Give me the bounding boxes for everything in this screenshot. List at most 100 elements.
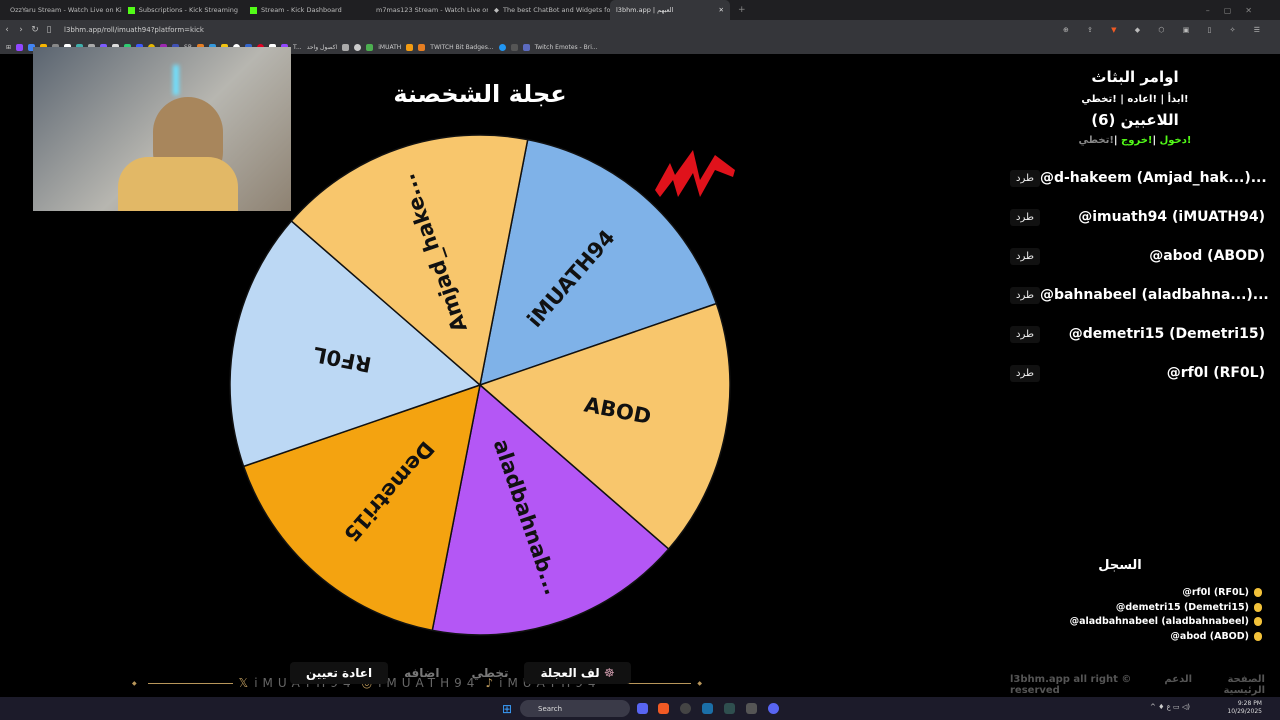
kick-player-button[interactable]: طرد — [1010, 286, 1040, 304]
player-name: @d-hakeem (Amjad_hak...)... — [1039, 170, 1267, 186]
bookmark-icon[interactable] — [406, 43, 414, 51]
dot: ◆ — [132, 679, 142, 687]
apps-icon[interactable]: ⊞ — [6, 43, 12, 51]
player-name: @bahnabeel (aladbahna...)... — [1039, 287, 1269, 303]
kick-icon — [250, 6, 257, 14]
taskbar-search[interactable]: Search — [520, 700, 630, 717]
wheel-icon: ☸ — [603, 666, 615, 680]
reset-button[interactable]: اعادة تعيين — [290, 662, 389, 684]
obs-icon[interactable] — [680, 703, 691, 714]
join-command: !دخول — [1159, 135, 1192, 146]
tray-icons[interactable]: ^ ♦ ع ▭ ◁) — [1150, 703, 1190, 711]
spin-label: لف العجلة — [540, 666, 600, 680]
wave-icon — [1254, 631, 1262, 641]
add-button[interactable]: اضافه — [404, 666, 440, 680]
player-name: @abod (ABOD) — [1149, 248, 1265, 264]
tab-label: The best ChatBot and Widgets for Kick — [503, 6, 610, 14]
bookmark-icon[interactable] — [510, 43, 518, 51]
skip-button[interactable]: تخطي — [471, 666, 509, 680]
tab-l3bhm[interactable]: l3bhm.app | العبهم ✕ — [610, 0, 730, 20]
brave-icon[interactable] — [658, 703, 669, 714]
kick-player-button[interactable]: طرد — [1010, 364, 1040, 382]
tab-label: Subscriptions - Kick Streaming — [138, 6, 238, 14]
pointer-arrow-icon — [655, 150, 735, 197]
tab-bar: OzzYaru Stream - Watch Live on Kick Subs… — [0, 0, 1280, 20]
watermark-text: iMUATH94 — [378, 676, 480, 690]
bookmark-arabic[interactable]: اكصول واحد — [306, 43, 338, 51]
bookmark-icon[interactable] — [354, 43, 362, 51]
bookmark-t[interactable]: T... — [293, 43, 302, 51]
forward-icon[interactable]: › — [19, 25, 23, 35]
players-title: اللاعبين (6) — [1091, 111, 1179, 129]
player-commands: !دخول |!خروج |!تخطي — [1078, 135, 1192, 146]
player-row: طرد @bahnabeel (aladbahna...)... — [1010, 283, 1269, 307]
discord-icon[interactable] — [768, 703, 779, 714]
webcam-overlay — [33, 47, 291, 211]
bookmark-icon[interactable] — [366, 43, 374, 51]
close-icon[interactable]: ✕ — [718, 6, 724, 14]
kick-player-button[interactable]: طرد — [1010, 325, 1040, 343]
bookmark-icon[interactable] — [522, 43, 530, 51]
player-row: طرد @demetri15 (Demetri15) — [1010, 322, 1265, 346]
controls: ☸ لف العجلة تخطي اضافه اعادة تعيين — [290, 662, 631, 684]
window-controls[interactable]: –▢✕ — [1205, 5, 1266, 15]
log-text: @demetri15 (Demetri15) — [1115, 601, 1249, 613]
wheel-segment — [431, 383, 670, 636]
tab-label: m7mas123 Stream - Watch Live on Kick — [376, 6, 488, 14]
tab-label: l3bhm.app | العبهم — [616, 6, 674, 14]
log-item: @demetri15 (Demetri15) — [1000, 602, 1262, 613]
tab-subscriptions[interactable]: Subscriptions - Kick Streaming — [122, 0, 244, 20]
bookmark-icon[interactable] — [342, 43, 350, 51]
log-item: @rf0l (RF0L) — [1000, 587, 1262, 598]
search-label: Search — [538, 704, 563, 713]
url-field[interactable]: l3bhm.app/roll/imuath94?platform=kick — [64, 26, 204, 34]
app-icon[interactable] — [637, 703, 648, 714]
reload-icon[interactable]: ↻ — [31, 25, 39, 35]
windows-start-icon[interactable]: ⊞ — [502, 702, 513, 716]
tab-chatbot[interactable]: ◆ The best ChatBot and Widgets for Kick — [488, 0, 610, 20]
back-icon[interactable]: ‹ — [5, 25, 9, 35]
log-item: @abod (ABOD) — [1000, 631, 1262, 642]
player-name: @rf0l (RF0L) — [1166, 365, 1265, 381]
kick-player-button[interactable]: طرد — [1010, 169, 1040, 187]
clock[interactable]: 9:28 PM 10/29/2025 — [1227, 700, 1262, 716]
side-panel: اوامر البثاث !ابدأ | !اعاده | !تخطي اللا… — [1000, 68, 1270, 146]
streamer-commands: !ابدأ | !اعاده | !تخطي — [1081, 94, 1189, 105]
x-icon: 𝕏 — [238, 676, 249, 690]
divider — [606, 682, 692, 684]
wave-icon — [1254, 588, 1262, 597]
steam-icon[interactable] — [702, 703, 713, 714]
tab-dashboard[interactable]: Stream - Kick Dashboard — [244, 0, 366, 20]
wheel[interactable]: iMUATH94ABODaladbahnab...Demetri15RF0LAm… — [220, 125, 740, 645]
new-tab-icon[interactable]: + — [738, 5, 746, 15]
kick-player-button[interactable]: طرد — [1010, 208, 1040, 226]
wave-icon — [1254, 602, 1262, 612]
player-name: @imuath94 (iMUATH94) — [1078, 209, 1265, 225]
toolbar-icons[interactable]: ⊕ ⇪ ▼ ◆ ⬡ ▣ ▯ ✧ ☰ — [1062, 26, 1268, 34]
bookmark-imuath[interactable]: iMUATH — [378, 43, 402, 51]
twitch-bookmark-icon[interactable] — [16, 43, 24, 51]
player-name: @demetri15 (Demetri15) — [1068, 326, 1265, 342]
app-icon[interactable] — [724, 703, 735, 714]
tab-m7mas[interactable]: m7mas123 Stream - Watch Live on Kick — [366, 0, 488, 20]
kick-player-button[interactable]: طرد — [1010, 247, 1040, 265]
bookmark-icon[interactable] — [418, 43, 426, 51]
footer: الصفحة الرئيسية الدعم l3bhm.app all righ… — [1010, 674, 1265, 696]
spin-button[interactable]: ☸ لف العجلة — [524, 662, 631, 684]
skip-command: !تخطي — [1078, 135, 1114, 146]
player-row: طرد @d-hakeem (Amjad_hak...)... — [1010, 166, 1267, 190]
footer-copyright: l3bhm.app all right © reserved — [1010, 674, 1132, 696]
bookmark-icon[interactable] — [498, 43, 506, 51]
bookmark-twitch-bit-badges[interactable]: TWITCH Bit Badges... — [430, 43, 494, 51]
footer-home-link[interactable]: الصفحة الرئيسية — [1223, 674, 1265, 696]
bookmark-icon[interactable]: ▯ — [46, 25, 52, 35]
google-bookmark-icon[interactable] — [28, 43, 36, 51]
log-text: @abod (ABOD) — [1170, 630, 1249, 642]
brave-icon[interactable]: ▼ — [1111, 26, 1125, 34]
bookmark-twitch-emotes[interactable]: Twitch Emotes - Bri... — [534, 43, 598, 51]
footer-support-link[interactable]: الدعم — [1164, 674, 1193, 685]
player-row: طرد @imuath94 (iMUATH94) — [1010, 205, 1265, 229]
tab-label: OzzYaru Stream - Watch Live on Kick — [10, 6, 122, 14]
tab-ozzyaru[interactable]: OzzYaru Stream - Watch Live on Kick — [0, 0, 122, 20]
app-icon[interactable] — [746, 703, 757, 714]
